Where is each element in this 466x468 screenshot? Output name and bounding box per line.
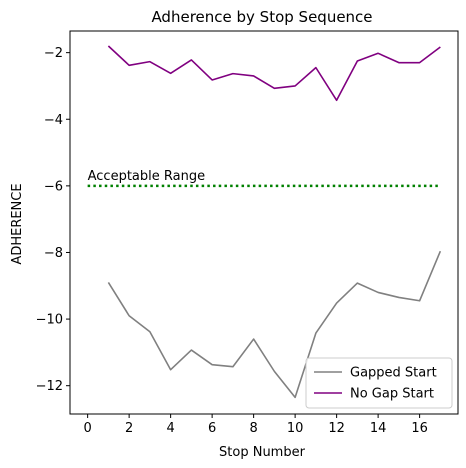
chart-title: Adherence by Stop Sequence [151,8,372,26]
legend-box [305,357,453,409]
x-axis: 0 2 4 6 8 10 12 14 16 [83,414,428,436]
plot-frame [69,30,459,415]
x-tick-label: 8 [249,421,257,436]
reference-line-label: Acceptable Range [88,169,205,184]
y-tick-label: −6 [44,179,63,194]
series-line-no-gap-start [107,45,441,102]
x-tick-label: 12 [328,421,345,436]
y-tick-label: −12 [36,379,63,394]
y-tick-label: −10 [36,313,63,328]
reference-layer: Acceptable Range [87,169,441,188]
y-tick-label: −2 [44,46,63,61]
y-tick-label: −8 [44,246,63,261]
series-line-gapped-start [107,250,442,399]
legend-label: Gapped Start [350,366,437,381]
x-tick-label: 4 [166,421,174,436]
x-tick-label: 0 [83,421,91,436]
x-tick-label: 10 [287,421,304,436]
x-axis-title: Stop Number [219,445,306,460]
legend: Gapped Start No Gap Start [305,357,453,409]
y-axis: −12 −10 −8 −6 −4 −2 [36,46,70,394]
y-axis-title: ADHERENCE [10,183,25,264]
x-tick-label: 6 [208,421,216,436]
x-tick-label: 16 [411,421,428,436]
series-layer [107,45,442,399]
x-tick-label: 2 [125,421,133,436]
x-tick-label: 14 [370,421,387,436]
legend-label: No Gap Start [350,387,434,402]
y-tick-label: −4 [44,113,63,128]
